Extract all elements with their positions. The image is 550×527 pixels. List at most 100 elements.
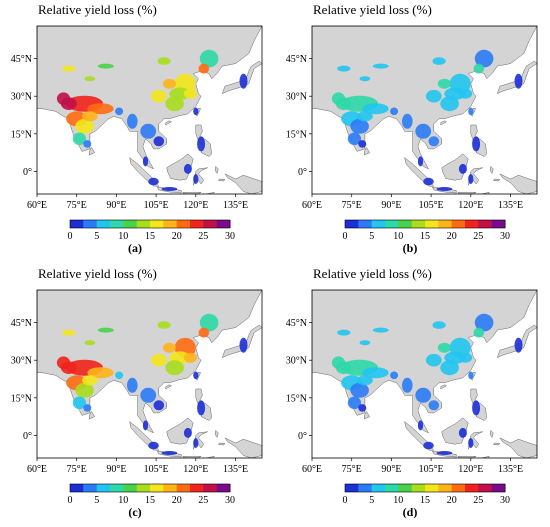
colorbar-segment: [123, 220, 138, 228]
yield-loss-patch: [183, 88, 198, 99]
colorbar-frame: [344, 219, 506, 229]
yield-loss-patch: [458, 352, 473, 363]
yield-loss-patch: [440, 360, 459, 376]
panel-label: (c): [128, 505, 142, 519]
yield-loss-patch: [193, 174, 199, 184]
yield-loss-patch: [165, 360, 184, 376]
colorbar-tick-label: 20: [447, 231, 457, 242]
yield-loss-patch: [62, 329, 76, 336]
yield-loss-patch: [56, 356, 71, 369]
yield-loss-patch: [472, 400, 481, 416]
yield-loss-patch: [193, 371, 199, 380]
yield-loss-patch: [87, 367, 114, 379]
panel-d: Relative yield loss (%) 60°E 75°E 90°E 105°…: [275, 264, 545, 522]
yield-map: 60°E 75°E 90°E 105°E 120°E 135°E 45°N 30°N 15°N 0…: [286, 25, 538, 242]
lon-tick-label: 120°E: [183, 464, 208, 475]
colorbar-segment: [451, 220, 466, 228]
yield-loss-patch: [458, 163, 467, 174]
colorbar-tick-label: 25: [473, 495, 483, 506]
yield-loss-patch: [162, 342, 176, 353]
colorbar-tick-label: 0: [343, 231, 348, 242]
land: [165, 384, 173, 390]
panel-a: Relative yield loss (%) 60°E 75°E 90°E 105°…: [0, 0, 270, 258]
colorbar-tick-label: 20: [172, 231, 182, 242]
lon-tick-label: 90°E: [106, 200, 126, 211]
colorbar-segment: [216, 220, 231, 228]
yield-loss-patch: [153, 400, 165, 411]
lat-tick-label: 45°N: [286, 54, 307, 65]
colorbar-segment: [465, 484, 479, 492]
yield-loss-patch: [161, 451, 178, 455]
lon-tick-label: 75°E: [342, 464, 362, 475]
land: [221, 60, 262, 95]
colorbar-segment: [163, 220, 178, 228]
yield-loss-patch: [83, 404, 92, 412]
yield-loss-layer: [56, 49, 248, 191]
colorbar-tick-label: 0: [68, 231, 73, 242]
lat-tick-label: 45°N: [11, 318, 32, 329]
yield-loss-patch: [199, 313, 219, 332]
yield-loss-patch: [193, 438, 199, 448]
yield-loss-patch: [473, 327, 485, 338]
colorbar-segment: [83, 220, 98, 228]
colorbar-tick-label: 15: [145, 495, 155, 506]
map-frame: [311, 289, 538, 459]
map-frame: [311, 25, 538, 195]
yield-loss-patch: [474, 313, 494, 332]
panel-title: Relative yield loss (%): [313, 266, 432, 281]
land: [214, 429, 219, 439]
colorbar-segment: [371, 484, 386, 492]
land: [89, 146, 96, 156]
yield-loss-patch: [150, 353, 167, 367]
yield-loss-patch: [97, 327, 114, 333]
land: [440, 120, 448, 126]
yield-loss-patch: [359, 76, 371, 82]
panel-c: Relative yield loss (%) 60°E 75°E 90°E 105°…: [0, 264, 270, 522]
yield-loss-patch: [75, 118, 94, 134]
lat-tick-label: 30°N: [11, 356, 32, 367]
yield-loss-patch: [468, 438, 474, 448]
yield-loss-patch: [423, 441, 434, 450]
colorbar-segment: [203, 220, 218, 228]
land: [89, 410, 96, 420]
colorbar-tick-label: 15: [420, 231, 430, 242]
colorbar-segment: [176, 484, 191, 492]
land: [480, 455, 491, 458]
lon-tick-label: 75°E: [67, 464, 87, 475]
yield-loss-patch: [436, 187, 453, 191]
colorbar-segment: [190, 220, 204, 228]
colorbar-segment: [176, 220, 191, 228]
yield-loss-patch: [62, 65, 76, 72]
yield-loss-patch: [165, 96, 184, 112]
yield-loss-patch: [458, 88, 473, 99]
colorbar-segment: [358, 220, 373, 228]
lat-tick-label: 0°: [23, 167, 32, 178]
colorbar-segment: [110, 220, 124, 228]
colorbar-tick-label: 15: [420, 495, 430, 506]
colorbar-tick-label: 30: [500, 231, 510, 242]
lon-tick-label: 120°E: [458, 464, 483, 475]
colorbar-frame: [69, 483, 231, 493]
yield-loss-patch: [84, 76, 96, 82]
yield-loss-patch: [372, 63, 389, 69]
colorbar-segment: [358, 484, 373, 492]
land: [489, 429, 494, 439]
colorbar-segment: [150, 220, 164, 228]
yield-loss-patch: [437, 78, 451, 89]
yield-loss-patch: [415, 387, 432, 403]
panel-title: Relative yield loss (%): [38, 266, 157, 281]
yield-loss-patch: [468, 174, 474, 184]
yield-loss-patch: [350, 118, 369, 134]
yield-loss-patch: [84, 340, 96, 346]
land: [205, 191, 216, 194]
land: [492, 442, 501, 446]
yield-map: 60°E 75°E 90°E 105°E 120°E 135°E 45°N 30°N 15°N 0…: [11, 25, 263, 242]
yield-loss-patch: [362, 367, 389, 379]
colorbar-segment: [478, 220, 493, 228]
yield-loss-patch: [440, 96, 459, 112]
yield-loss-patch: [162, 78, 176, 89]
yield-loss-patch: [432, 321, 446, 329]
colorbar-segment: [83, 484, 98, 492]
colorbar-tick-label: 10: [118, 495, 128, 506]
colorbar-frame: [344, 483, 506, 493]
